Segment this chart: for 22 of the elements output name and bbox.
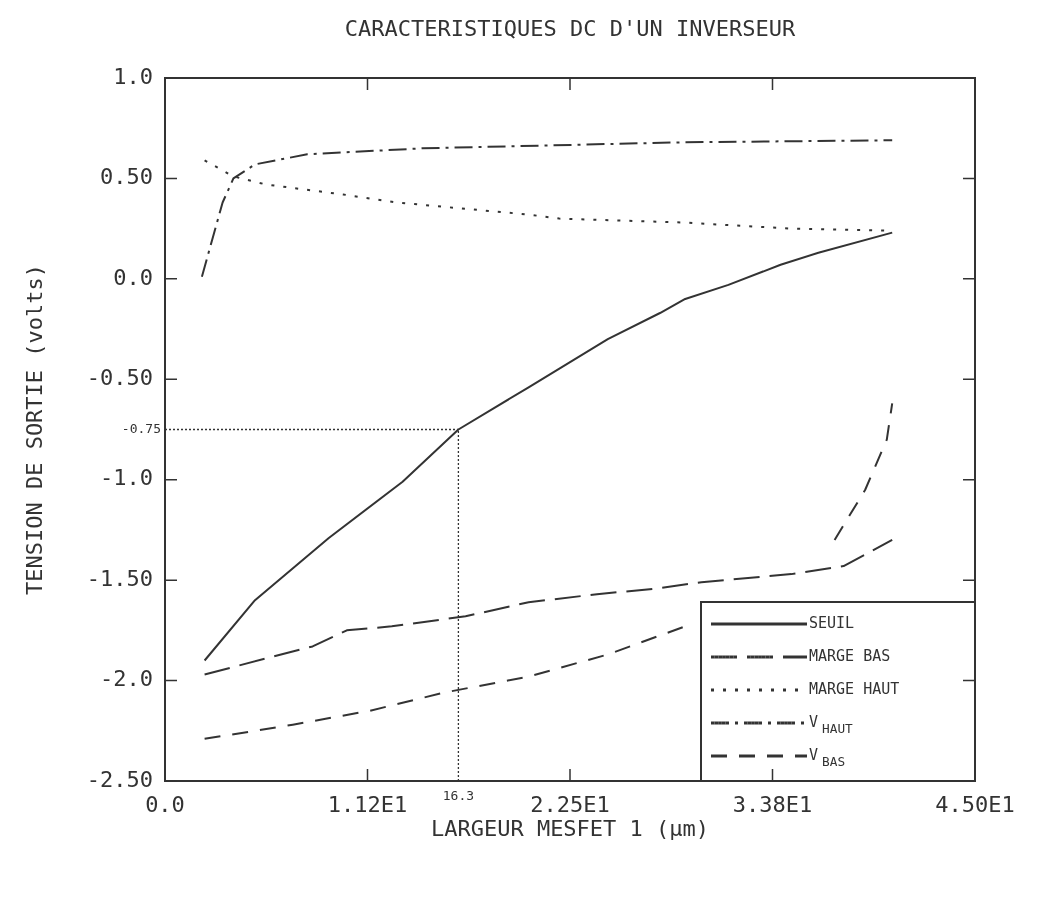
y-tick-label: 1.0 xyxy=(113,63,153,89)
line-series xyxy=(200,139,894,278)
x-tick-label: 1.12E1 xyxy=(327,791,408,817)
y-axis-title: TENSION DE SORTIE (volts) xyxy=(21,263,47,596)
y-tick-label: -2.0 xyxy=(100,666,153,692)
y-tick-label: -0.50 xyxy=(86,365,153,390)
x-axis-title: LARGEUR MESFET 1 (µm) xyxy=(430,815,710,841)
legend-label: MARGE HAUT xyxy=(809,679,900,698)
x-tick-label: 2.25E1 xyxy=(530,791,610,817)
y-tick-label: -1.50 xyxy=(86,565,153,591)
x-tick-label: 0.0 xyxy=(145,791,185,817)
legend-label: MARGE BAS xyxy=(809,646,891,665)
legend-label: SEUIL xyxy=(809,613,855,632)
chart-title: CARACTERISTIQUES DC D'UN INVERSEUR xyxy=(344,15,796,41)
x-tick-label: 4.50E1 xyxy=(935,791,1015,817)
y-tick-label: 0.50 xyxy=(100,164,153,190)
y-tick-label: -2.50 xyxy=(86,766,153,792)
ref-line-label: 16.3 xyxy=(442,787,475,803)
x-tick-label: 3.38E1 xyxy=(732,791,813,817)
y-tick-label: -1.0 xyxy=(100,465,153,491)
y-tick-label: 0.0 xyxy=(113,264,153,290)
ref-line-label: -0.75 xyxy=(121,420,161,436)
